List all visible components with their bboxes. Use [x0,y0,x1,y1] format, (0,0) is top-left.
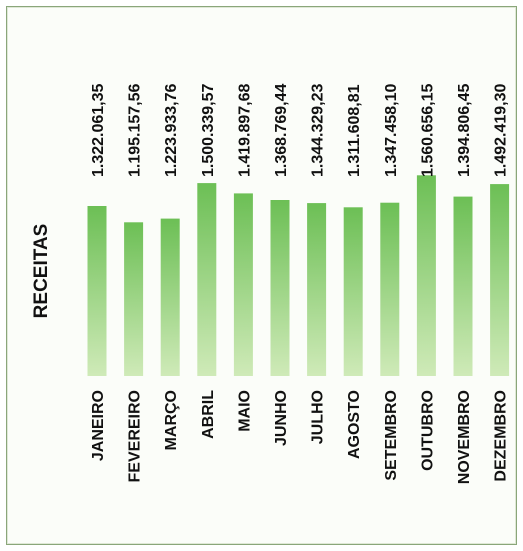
bar-2 [124,222,144,376]
bar-11 [453,196,473,376]
category-label-8: AGOSTO [346,390,363,459]
category-label-9: SETEMBRO [383,390,400,481]
value-label-2: 1.195.157,56 [127,83,144,177]
category-label-6: JUNHO [273,390,290,446]
value-label-1: 1.322.061,35 [90,83,107,177]
value-label-9: 1.347.458,10 [383,83,400,177]
category-label-10: OUTUBRO [419,390,436,471]
bar-10 [416,175,436,376]
category-label-4: ABRIL [200,390,217,439]
value-label-4: 1.500.339,57 [200,83,217,177]
value-label-10: 1.560.656,15 [419,83,436,177]
bar-7 [307,203,327,376]
bar-6 [270,200,290,376]
chart-title: RECEITAS [31,224,52,319]
bar-12 [490,184,510,376]
value-label-12: 1.492.419,30 [493,83,510,177]
category-label-1: JANEIRO [90,390,107,461]
bar-3 [160,218,180,376]
category-label-2: FEVEREIRO [127,390,144,482]
value-label-7: 1.344.329,23 [310,83,327,177]
value-label-6: 1.368.769,44 [273,83,290,177]
bar-4 [197,183,217,376]
value-label-3: 1.223.933,76 [163,83,180,177]
category-label-5: MAIO [236,390,253,432]
bar-1 [87,206,107,376]
bar-8 [343,207,363,376]
value-label-8: 1.311.608,81 [346,84,363,177]
category-label-7: JULHO [310,390,327,444]
category-label-3: MARÇO [163,390,180,450]
category-label-12: DEZEMBRO [493,390,510,482]
bar-9 [380,202,400,376]
value-label-11: 1.394.806,45 [456,83,473,177]
value-label-5: 1.419.897,68 [236,83,253,177]
bar-5 [233,193,253,376]
category-label-11: NOVEMBRO [456,390,473,484]
